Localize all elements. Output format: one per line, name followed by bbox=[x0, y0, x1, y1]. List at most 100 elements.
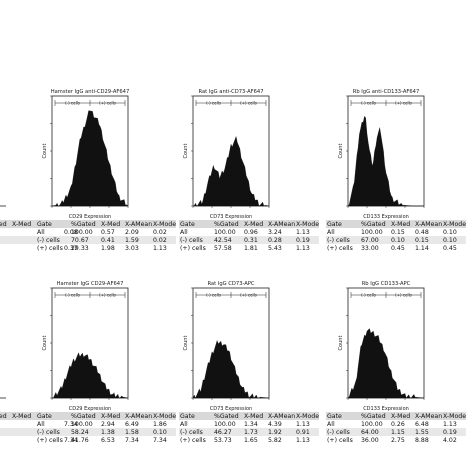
table-header-bg bbox=[326, 220, 466, 228]
gate-label-negative: (-) cells bbox=[65, 292, 80, 297]
table-cell: 1.13 bbox=[296, 421, 310, 428]
panel-title: Hamster IgG anti-CD29-AF647 bbox=[51, 89, 130, 95]
table-cell: 0.02 bbox=[153, 237, 167, 244]
gate-label-negative: (-) cells bbox=[65, 100, 80, 105]
table-cell: All bbox=[37, 421, 45, 428]
table-cell: All bbox=[37, 229, 45, 236]
table-cell: 7.34 bbox=[153, 437, 167, 444]
table-cell: (-) cells bbox=[327, 429, 350, 436]
table-header-cell: X-Med bbox=[101, 221, 120, 228]
gate-label-negative: (-) cells bbox=[361, 292, 376, 297]
panel-title: Rat IgG anti-CD73-AF647 bbox=[198, 89, 263, 95]
histogram-area bbox=[347, 115, 424, 207]
histogram-area bbox=[347, 328, 425, 399]
histogram-area bbox=[192, 135, 270, 207]
table-header-cell: X-AMean bbox=[415, 413, 442, 420]
table-cell: 1.65 bbox=[244, 437, 258, 444]
table-cell: 1.13 bbox=[153, 245, 167, 252]
table-cell: (+) cells bbox=[180, 245, 206, 252]
x-axis-label: CD29 Expression bbox=[69, 406, 111, 412]
gate-label-negative: (-) cells bbox=[206, 292, 221, 297]
table-row-bg bbox=[36, 428, 176, 436]
table-cell: 1.15 bbox=[391, 429, 405, 436]
table-cell: 100.00 bbox=[71, 421, 93, 428]
table-cell: All bbox=[327, 421, 335, 428]
table-row-bg bbox=[36, 236, 176, 244]
table-cell: 4.02 bbox=[443, 437, 457, 444]
table-cell: (-) cells bbox=[37, 237, 60, 244]
table-header-cell: X-AMean bbox=[268, 413, 295, 420]
table-cell: (+) cells bbox=[37, 245, 63, 252]
table-header-cell: Gate bbox=[327, 413, 342, 420]
table-cell: All bbox=[180, 421, 188, 428]
table-header-cell: X-Mode bbox=[296, 413, 319, 420]
x-axis-label: CD29 Expression bbox=[69, 214, 111, 220]
table-cell: (-) cells bbox=[180, 429, 203, 436]
table-header-cell: %Gated bbox=[0, 413, 7, 420]
table-header-cell: X-AMean bbox=[125, 221, 152, 228]
table-cell: 1.38 bbox=[101, 429, 115, 436]
table-cell: 0.15 bbox=[391, 229, 405, 236]
table-cell: 2.75 bbox=[391, 437, 405, 444]
table-cell: 7.34 bbox=[64, 421, 78, 428]
table-cell: 0.28 bbox=[268, 237, 282, 244]
table-cell: 29.33 bbox=[71, 245, 89, 252]
table-cell: 1.98 bbox=[101, 245, 115, 252]
table-cell: 4.39 bbox=[268, 421, 282, 428]
table-header-cell: X-Med bbox=[391, 221, 410, 228]
table-cell: (-) cells bbox=[327, 237, 350, 244]
table-header-cell: %Gated bbox=[361, 221, 386, 228]
panel-top-1: Hamster IgG anti-CD29-AF647 CD29 Expressi… bbox=[36, 89, 176, 252]
table-cell: 100.00 bbox=[361, 229, 383, 236]
table-header-cell: %Gated bbox=[214, 413, 239, 420]
panel-title: Rb IgG anti-CD133-AF647 bbox=[353, 89, 420, 95]
table-cell: 1.34 bbox=[244, 421, 258, 428]
y-axis-label: Count bbox=[42, 144, 48, 159]
table-header-cell: X-Med bbox=[244, 221, 263, 228]
table-cell: 7.34 bbox=[64, 437, 78, 444]
table-cell: 100.00 bbox=[71, 229, 93, 236]
table-header-cell: X-Med bbox=[391, 413, 410, 420]
table-cell: 70.67 bbox=[71, 237, 89, 244]
table-cell: (+) cells bbox=[37, 437, 63, 444]
x-axis-label: CD73 Expression bbox=[210, 406, 252, 412]
table-cell: 7.34 bbox=[125, 437, 139, 444]
table-header-cell: X-AMean bbox=[268, 221, 295, 228]
table-cell: 0.10 bbox=[153, 429, 167, 436]
table-cell: All bbox=[327, 229, 335, 236]
table-cell: 0.37 bbox=[64, 245, 78, 252]
stats-table: Gate %Gated X-Med X-AMean X-Mode All 100.00 2.9… bbox=[36, 412, 176, 444]
gate-label-positive: (+) cells bbox=[240, 100, 257, 105]
table-cell: 6.53 bbox=[101, 437, 115, 444]
table-cell: 53.73 bbox=[214, 437, 232, 444]
table-cell: 5.43 bbox=[268, 245, 282, 252]
table-header-cell: %Gated bbox=[71, 221, 96, 228]
panel-bottom-2: Rat IgG CD73-APC CD73 Expression Count (-) … bbox=[179, 281, 319, 444]
table-header-bg bbox=[326, 412, 466, 420]
table-cell: 0.02 bbox=[153, 229, 167, 236]
y-axis-label: Count bbox=[338, 144, 344, 159]
histogram-area bbox=[51, 110, 129, 207]
table-cell: 1.86 bbox=[153, 421, 167, 428]
table-header-cell: Gate bbox=[37, 221, 52, 228]
table-cell: (-) cells bbox=[37, 429, 60, 436]
table-cell: 0.10 bbox=[443, 229, 457, 236]
table-cell: 0.26 bbox=[391, 421, 405, 428]
gate-label-negative: (-) cells bbox=[206, 100, 221, 105]
table-header-bg bbox=[179, 220, 319, 228]
table-header-bg bbox=[36, 412, 176, 420]
panel-bottom-3: Rb IgG CD133-APC CD133 Expression Count (-)… bbox=[326, 281, 466, 444]
table-row-bg bbox=[179, 236, 319, 244]
table-cell: 0.41 bbox=[101, 237, 115, 244]
table-cell: 100.00 bbox=[361, 421, 383, 428]
table-cell: 57.58 bbox=[214, 245, 232, 252]
table-cell: (+) cells bbox=[327, 245, 353, 252]
table-cell: 1.92 bbox=[268, 429, 282, 436]
gate-label-positive: (+) cells bbox=[395, 100, 412, 105]
table-cell: 1.14 bbox=[415, 245, 429, 252]
table-cell: 0.96 bbox=[244, 229, 258, 236]
table-row-bg bbox=[326, 428, 466, 436]
stats-table: Gate %Gated X-Med X-AMean X-Mode All 100.00 0.5… bbox=[36, 220, 176, 252]
table-cell: 0.19 bbox=[443, 429, 457, 436]
